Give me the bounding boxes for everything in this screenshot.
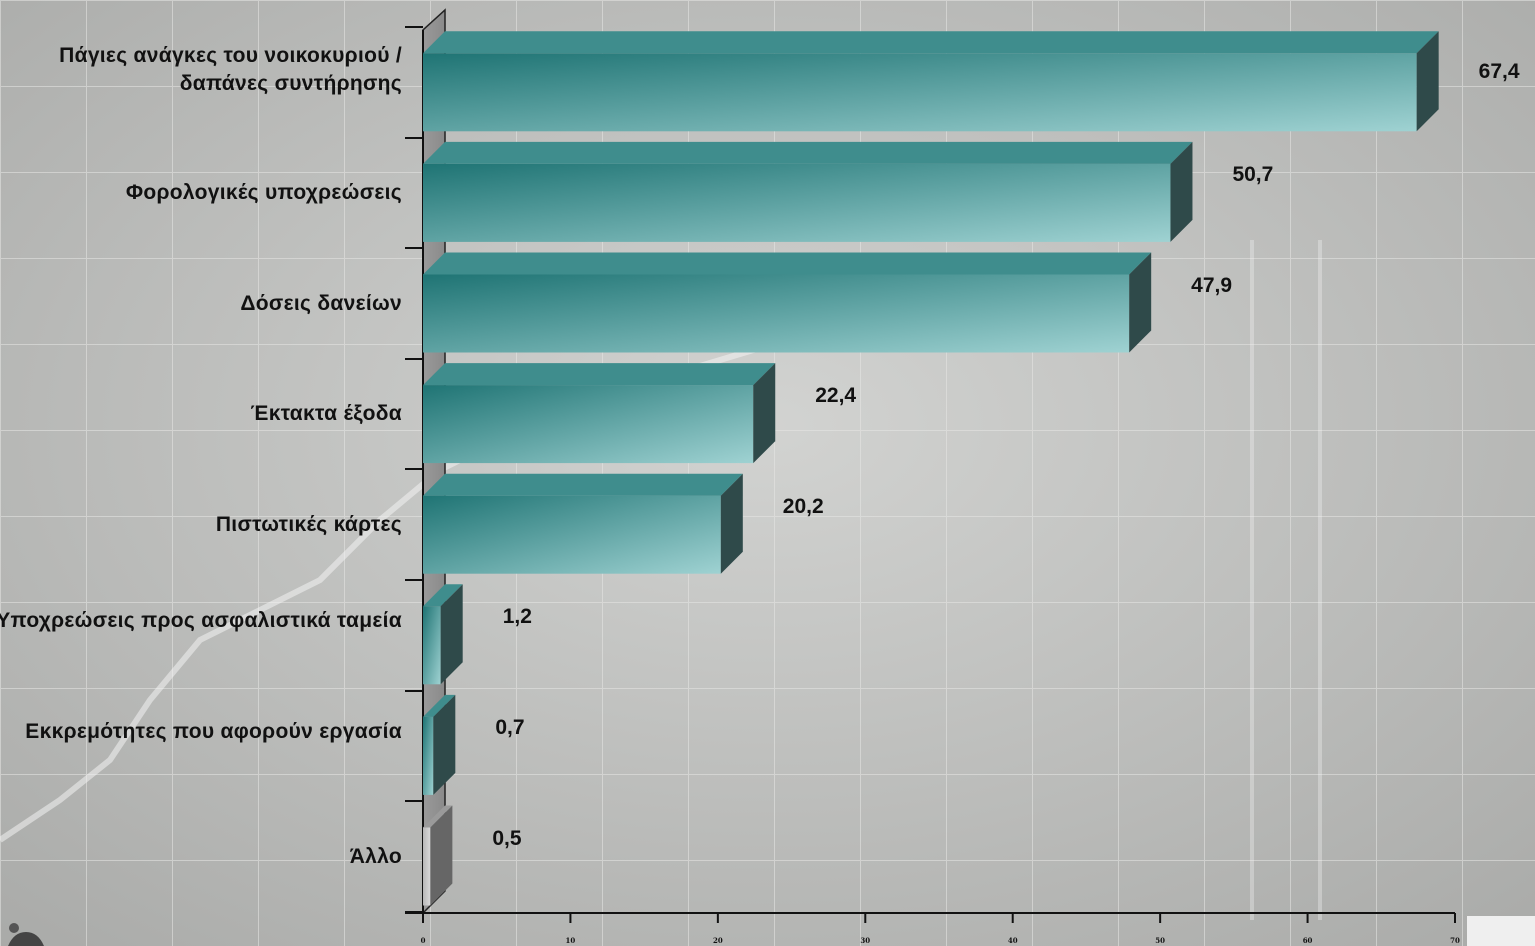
bar-side-face [433, 694, 456, 795]
category-label: Πάγιες ανάγκες του νοικοκυριού / δαπάνες… [59, 44, 402, 96]
bar [423, 53, 1417, 132]
logo-icon [8, 923, 44, 946]
data-label: 20,2 [782, 494, 824, 518]
ladder-decoration [1250, 240, 1322, 920]
data-label: 67,4 [1478, 60, 1520, 84]
bar-top-face [423, 694, 456, 717]
x-tick-label: 50 [1155, 936, 1166, 945]
data-label: 1,2 [502, 605, 532, 629]
corner-panel [1467, 916, 1535, 946]
x-tick-label: 60 [1302, 936, 1313, 945]
bar-top-face [423, 252, 1152, 275]
data-label: 22,4 [815, 384, 857, 408]
data-label: 0,7 [495, 715, 525, 739]
x-tick-label: 70 [1450, 936, 1460, 945]
category-label: Δόσεις δανείων [240, 291, 402, 315]
bar-top-face [423, 363, 776, 386]
data-label: 0,5 [492, 826, 522, 850]
category-label: Φορολογικές υποχρεώσεις [125, 180, 402, 204]
bar-side-face [430, 805, 453, 906]
x-tick-label: 10 [565, 936, 576, 945]
bar-top-face [423, 805, 453, 828]
x-tick-label: 20 [712, 936, 723, 945]
category-label: Πιστωτικές κάρτες [215, 512, 402, 536]
bar-side-face [1170, 141, 1193, 242]
bar-side-face [720, 473, 743, 574]
bar-side-face [753, 363, 776, 464]
bar-top-face [423, 141, 1193, 164]
bar-side-face [1416, 31, 1439, 132]
x-tick-label: 40 [1007, 936, 1018, 945]
category-label: Άλλο [349, 844, 402, 868]
category-label: Έκτακτα έξοδα [250, 402, 402, 426]
bar [423, 163, 1171, 242]
x-tick-label: 30 [860, 936, 871, 945]
data-label: 47,9 [1191, 273, 1233, 297]
bar [423, 495, 721, 574]
bar [423, 606, 441, 685]
bar [423, 274, 1130, 353]
bar-top-face [423, 473, 743, 496]
bar [423, 385, 754, 464]
bar-top-face [423, 31, 1439, 54]
bar [423, 716, 434, 795]
data-label: 50,7 [1232, 162, 1274, 186]
bar-side-face [440, 584, 463, 685]
category-label: Υποχρεώσεις προς ασφαλιστικά ταμεία [0, 609, 402, 633]
bar-side-face [1129, 252, 1152, 353]
bar [423, 827, 431, 906]
bar-top-face [423, 584, 463, 607]
x-tick-label: 0 [420, 936, 426, 945]
category-label: Εκκρεμότητες που αφορούν εργασία [25, 719, 402, 743]
